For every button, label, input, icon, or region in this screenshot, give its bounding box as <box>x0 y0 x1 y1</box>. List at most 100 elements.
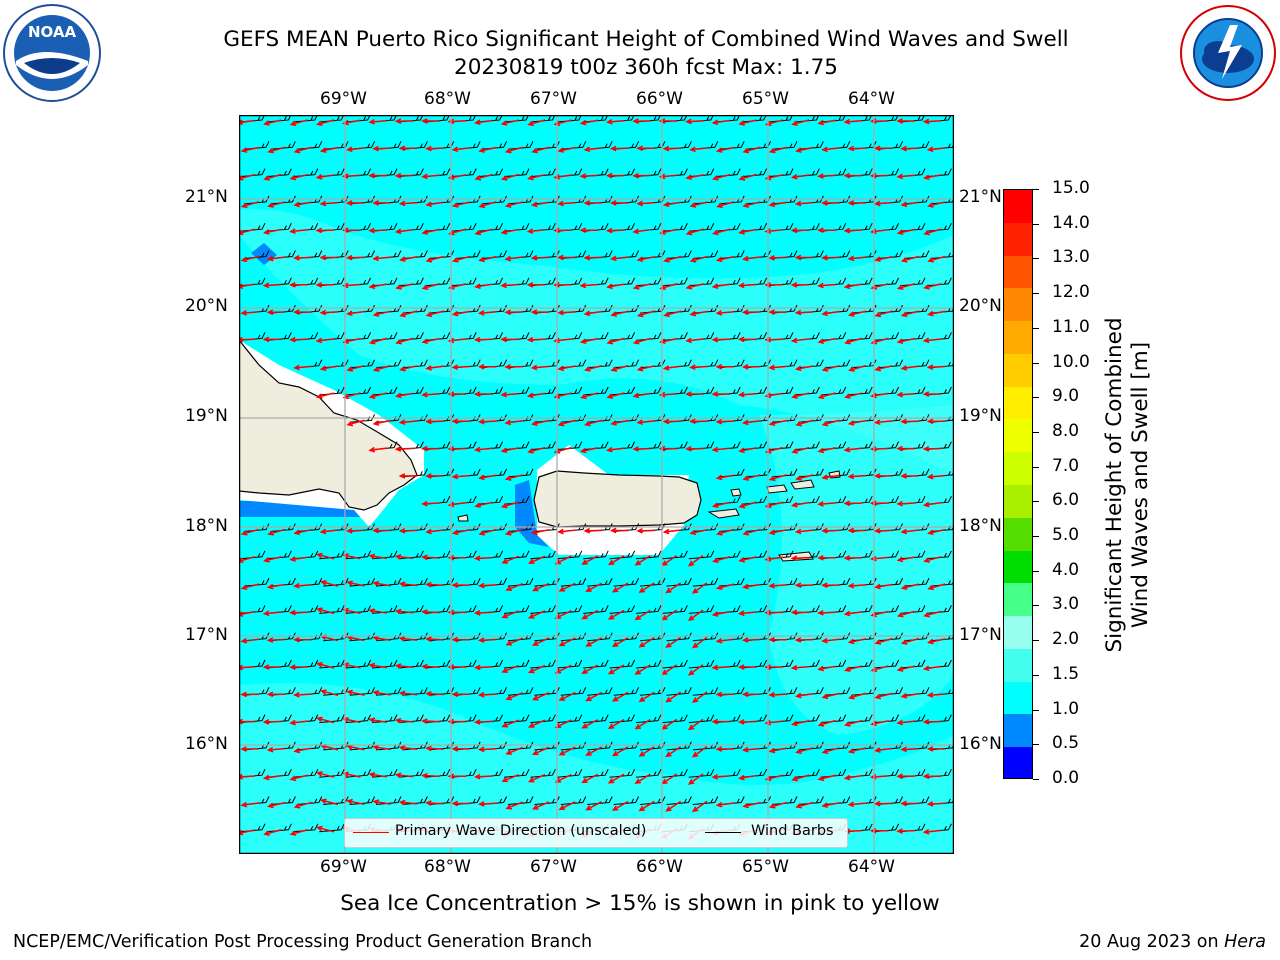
wave-direction-arrow <box>315 552 335 560</box>
wave-direction-arrow <box>638 691 655 703</box>
wave-direction-arrow <box>394 172 414 179</box>
wave-direction-arrow <box>790 501 810 508</box>
colorbar-tick-mark <box>1033 466 1039 468</box>
wave-direction-arrow <box>821 637 840 644</box>
wave-direction-arrow <box>585 691 602 702</box>
wave-direction-arrow <box>817 719 836 727</box>
wind-barb-legend-label: Wind Barbs <box>751 823 834 839</box>
wave-direction-arrow <box>473 391 493 397</box>
wave-direction-arrow <box>504 255 523 262</box>
wave-direction-arrow <box>240 528 259 536</box>
wave-direction-arrow <box>451 528 471 536</box>
wave-direction-arrow <box>478 255 497 263</box>
wave-direction-arrow <box>607 719 625 729</box>
wave-direction-arrow <box>611 746 629 757</box>
wave-direction-arrow <box>638 746 655 757</box>
wave-direction-arrow <box>239 556 255 563</box>
wave-direction-arrow <box>847 310 867 317</box>
wave-direction-arrow <box>638 582 655 593</box>
wave-direction-arrow <box>685 337 704 344</box>
wave-direction-arrow <box>447 391 467 397</box>
colorbar-tick-mark <box>1033 640 1039 642</box>
swell-region-south <box>239 683 954 854</box>
wave-direction-arrow <box>266 637 286 643</box>
wave-direction-arrow <box>368 118 387 125</box>
wind-barb <box>635 550 662 560</box>
wave-direction-arrow <box>662 365 682 371</box>
wind-barb <box>560 796 587 805</box>
wave-direction-arrow <box>900 365 919 371</box>
wave-direction-arrow <box>474 173 493 181</box>
colorbar-segment <box>1004 419 1032 453</box>
wave-direction-arrow <box>794 582 814 589</box>
lat-label-right: 20°N <box>959 296 1002 316</box>
wave-direction-arrow <box>768 309 787 315</box>
nws-logo-icon <box>1180 5 1276 101</box>
footer-branch: NCEP/EMC/Verification Post Processing Pr… <box>13 932 593 952</box>
wave-direction-arrow <box>764 719 783 726</box>
colorbar-tick-mark <box>1033 779 1039 780</box>
wave-direction-arrow <box>873 200 893 207</box>
wind-barb <box>613 577 640 587</box>
wave-direction-arrow <box>791 392 810 399</box>
wave-direction-arrow <box>585 637 602 647</box>
wave-direction-arrow <box>581 555 598 565</box>
wave-direction-arrow <box>346 310 365 317</box>
colorbar-segment <box>1004 681 1032 715</box>
wave-direction-arrow <box>711 173 731 181</box>
wave-direction-arrow <box>843 446 863 453</box>
wave-direction-arrow <box>240 201 259 209</box>
wave-direction-arrow <box>665 691 682 703</box>
wave-direction-arrow <box>741 364 761 370</box>
footer-date: 20 Aug 2023 on Hera <box>1079 932 1266 952</box>
wave-direction-arrow <box>742 201 761 208</box>
wave-direction-arrow <box>691 800 708 813</box>
wave-direction-arrow <box>638 636 655 648</box>
wave-direction-arrow <box>368 227 387 234</box>
wind-barb <box>503 768 530 778</box>
wave-direction-arrow <box>263 829 282 836</box>
wave-direction-arrow <box>843 500 863 507</box>
wave-direction-arrow <box>425 581 444 588</box>
wave-direction-arrow <box>368 772 387 778</box>
wave-direction-arrow <box>398 635 418 642</box>
wave-direction-arrow <box>368 553 387 560</box>
wave-direction-arrow <box>663 255 682 263</box>
wave-direction-arrow <box>741 309 761 316</box>
wave-direction-arrow <box>583 419 603 427</box>
wave-direction-arrow <box>342 553 361 560</box>
wave-direction-arrow <box>531 146 550 154</box>
wave-direction-arrow <box>421 663 440 670</box>
wave-direction-arrow <box>583 146 603 153</box>
wave-direction-arrow <box>607 609 625 620</box>
wave-direction-arrow <box>500 228 519 235</box>
wave-direction-arrow <box>768 801 787 809</box>
wave-direction-arrow <box>711 664 731 671</box>
wave-direction-arrow <box>319 254 339 261</box>
wave-direction-arrow <box>262 774 282 781</box>
wave-direction-arrow <box>764 119 783 127</box>
lat-label-left: 19°N <box>185 406 228 426</box>
wave-direction-arrow <box>817 173 836 179</box>
wind-barb <box>371 659 398 669</box>
wave-direction-arrow <box>315 174 335 180</box>
wave-direction-arrow <box>790 337 810 344</box>
wave-direction-arrow <box>447 445 467 452</box>
wave-direction-arrow <box>583 254 603 261</box>
wave-direction-arrow <box>398 690 418 697</box>
wave-direction-arrow <box>768 146 787 154</box>
wind-barb <box>666 577 692 587</box>
wind-barb <box>692 687 719 696</box>
wind-barb <box>345 768 372 778</box>
colorbar-tick-mark <box>1033 397 1039 399</box>
wave-direction-arrow <box>737 391 757 398</box>
wave-direction-arrow <box>500 336 519 343</box>
lon-label-top: 65°W <box>742 89 789 109</box>
wind-barb <box>503 550 530 560</box>
wave-direction-legend-label: Primary Wave Direction (unscaled) <box>395 823 647 839</box>
wind-barb <box>587 687 613 696</box>
wave-direction-arrow <box>610 310 629 317</box>
wave-direction-arrow <box>554 664 572 674</box>
wave-direction-arrow <box>896 500 915 507</box>
wave-direction-arrow <box>873 473 893 479</box>
